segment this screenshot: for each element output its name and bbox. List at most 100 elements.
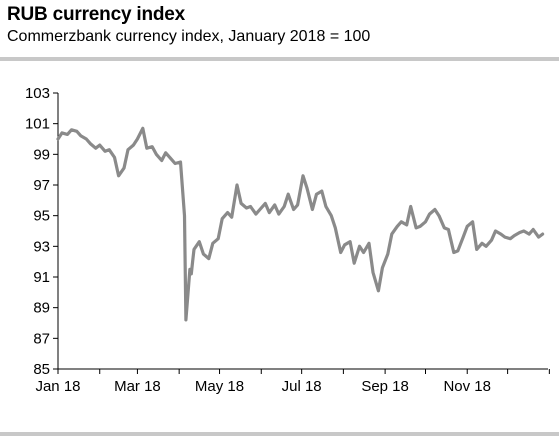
data-point — [155, 153, 158, 156]
data-point — [528, 232, 531, 236]
data-point — [85, 137, 88, 141]
x-tick-label: Mar 18 — [114, 378, 161, 395]
data-point — [381, 266, 384, 269]
bottom-divider — [0, 432, 559, 436]
x-tick-label: Sep 18 — [361, 378, 409, 395]
data-point — [66, 133, 69, 136]
y-tick-label: 103 — [25, 85, 50, 102]
data-point — [89, 142, 92, 145]
data-point — [428, 212, 431, 216]
data-point — [132, 143, 135, 147]
data-point — [396, 225, 399, 228]
data-point — [221, 217, 224, 220]
data-point — [169, 157, 173, 161]
data-point — [70, 128, 73, 131]
data-point — [230, 216, 233, 219]
data-point — [179, 160, 182, 164]
data-point — [190, 272, 193, 276]
data-point — [418, 225, 422, 228]
data-point — [56, 137, 60, 141]
data-point — [117, 174, 120, 177]
data-point — [386, 252, 389, 256]
data-point — [490, 239, 493, 242]
data-point — [211, 242, 214, 245]
data-point — [353, 262, 356, 265]
data-point — [103, 150, 107, 153]
data-point — [94, 147, 97, 150]
x-tick-label: Jan 18 — [35, 378, 80, 395]
data-point — [108, 148, 111, 151]
data-point — [400, 220, 403, 223]
data-point — [447, 228, 450, 231]
data-point — [113, 156, 116, 159]
data-point — [287, 193, 290, 196]
data-point — [443, 226, 446, 230]
data-point — [437, 214, 441, 217]
data-point — [126, 148, 130, 151]
data-point — [499, 232, 503, 236]
x-tick-label: May 18 — [195, 378, 244, 395]
data-point — [160, 159, 163, 162]
data-point — [367, 242, 371, 245]
data-point — [466, 225, 469, 228]
data-point — [202, 252, 205, 256]
y-tick-label: 93 — [33, 238, 50, 255]
data-point — [494, 229, 497, 233]
data-point — [334, 226, 337, 230]
data-point — [198, 240, 201, 243]
data-point — [405, 223, 408, 227]
data-point — [277, 212, 280, 216]
series-layer — [56, 126, 545, 322]
data-point — [254, 212, 258, 216]
y-tick-label: 85 — [33, 361, 50, 378]
data-point — [151, 145, 154, 148]
data-point — [122, 166, 126, 170]
data-point — [273, 203, 276, 207]
y-tick-label: 99 — [33, 146, 50, 163]
data-point — [362, 251, 365, 254]
data-point — [390, 232, 393, 236]
data-point — [452, 251, 455, 254]
chart-subtitle: Commerzbank currency index, January 2018… — [7, 28, 371, 45]
y-axis: 85 87 89 91 93 95 97 99 101 103 — [25, 85, 59, 378]
series-line — [56, 126, 545, 322]
data-point — [339, 251, 342, 254]
chart-title: RUB currency index — [7, 4, 186, 25]
data-point — [98, 143, 101, 147]
data-point — [191, 260, 194, 263]
data-point — [264, 202, 267, 205]
x-tick-label: Jul 18 — [282, 378, 322, 395]
data-point — [258, 208, 262, 211]
data-point — [320, 189, 323, 193]
data-point — [183, 214, 186, 217]
x-tick-label: Nov 18 — [443, 378, 491, 395]
data-point — [537, 235, 540, 239]
data-point — [348, 240, 352, 243]
data-point — [245, 206, 248, 210]
data-point — [239, 202, 243, 205]
data-point — [173, 162, 177, 165]
data-point — [503, 235, 507, 239]
data-point — [377, 289, 380, 292]
data-point — [409, 205, 412, 208]
data-point — [315, 193, 318, 196]
data-point — [513, 234, 516, 237]
data-point — [518, 231, 521, 234]
data-point — [480, 242, 484, 245]
data-point — [188, 268, 192, 271]
data-point — [292, 208, 295, 211]
data-point — [324, 205, 328, 208]
data-point — [311, 208, 314, 211]
data-point — [164, 151, 167, 154]
data-point — [192, 248, 196, 251]
data-point — [268, 211, 271, 214]
data-point — [249, 205, 252, 208]
data-point — [358, 245, 361, 248]
y-tick-label: 97 — [33, 177, 50, 194]
data-point — [141, 127, 144, 130]
top-divider — [0, 57, 559, 61]
data-point — [509, 237, 512, 240]
data-point — [207, 257, 210, 260]
y-tick-label: 87 — [33, 330, 50, 347]
